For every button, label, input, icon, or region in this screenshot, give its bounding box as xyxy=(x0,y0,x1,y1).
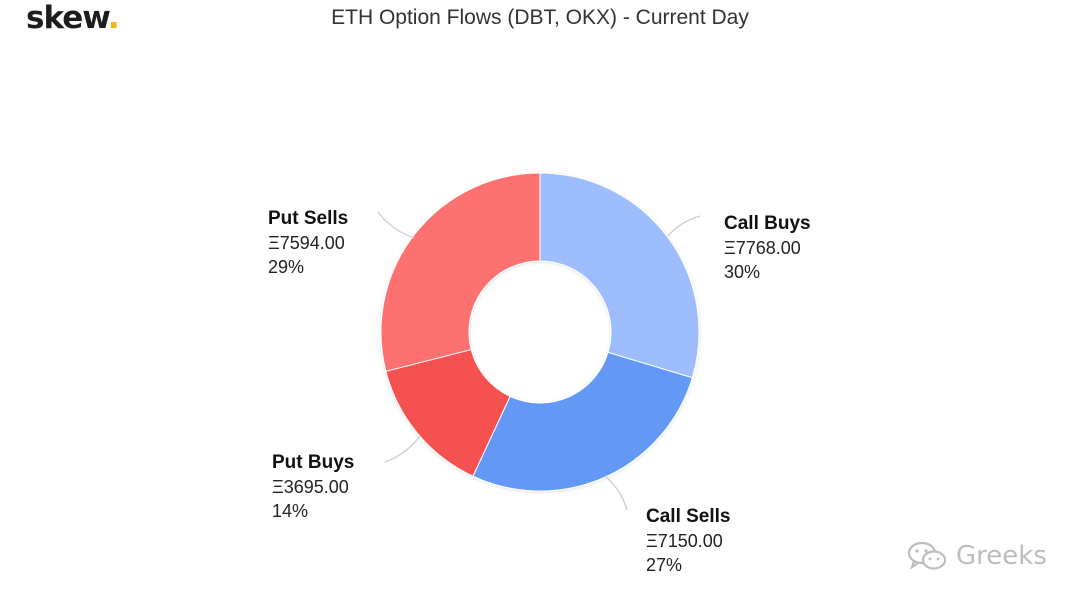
slice-call-buys xyxy=(539,172,700,379)
slice-percent-put-buys: 14% xyxy=(272,501,308,521)
leader-line-call-buys xyxy=(667,215,701,237)
logo-dot: . xyxy=(107,0,120,36)
leader-line-put-sells xyxy=(377,211,415,239)
slice-label-call-sells: Call Sells xyxy=(646,506,731,527)
slice-put-buys xyxy=(385,348,511,477)
slice-percent-call-buys: 30% xyxy=(724,262,760,282)
slice-percent-call-sells: 27% xyxy=(646,555,682,575)
slice-call-sells xyxy=(472,351,693,492)
slice-label-put-sells: Put Sells xyxy=(268,208,348,229)
skew-logo: skew. xyxy=(26,0,120,36)
watermark-text: Greeks xyxy=(956,541,1047,571)
slice-value-call-buys: Ξ7768.00 xyxy=(724,238,801,258)
slice-put-sells xyxy=(380,172,541,372)
slice-percent-put-sells: 29% xyxy=(268,257,304,277)
slice-value-put-sells: Ξ7594.00 xyxy=(268,233,345,253)
slice-value-call-sells: Ξ7150.00 xyxy=(646,531,723,551)
slice-label-put-buys: Put Buys xyxy=(272,452,354,473)
watermark: Greeks xyxy=(906,541,1047,571)
leader-line-put-buys xyxy=(384,435,421,463)
logo-text: skew xyxy=(26,0,109,36)
slice-label-call-buys: Call Buys xyxy=(724,213,811,234)
wechat-icon xyxy=(907,541,947,570)
slice-value-put-buys: Ξ3695.00 xyxy=(272,477,349,497)
leader-line-call-sells xyxy=(604,475,628,511)
chart-title: ETH Option Flows (DBT, OKX) - Current Da… xyxy=(331,6,749,29)
